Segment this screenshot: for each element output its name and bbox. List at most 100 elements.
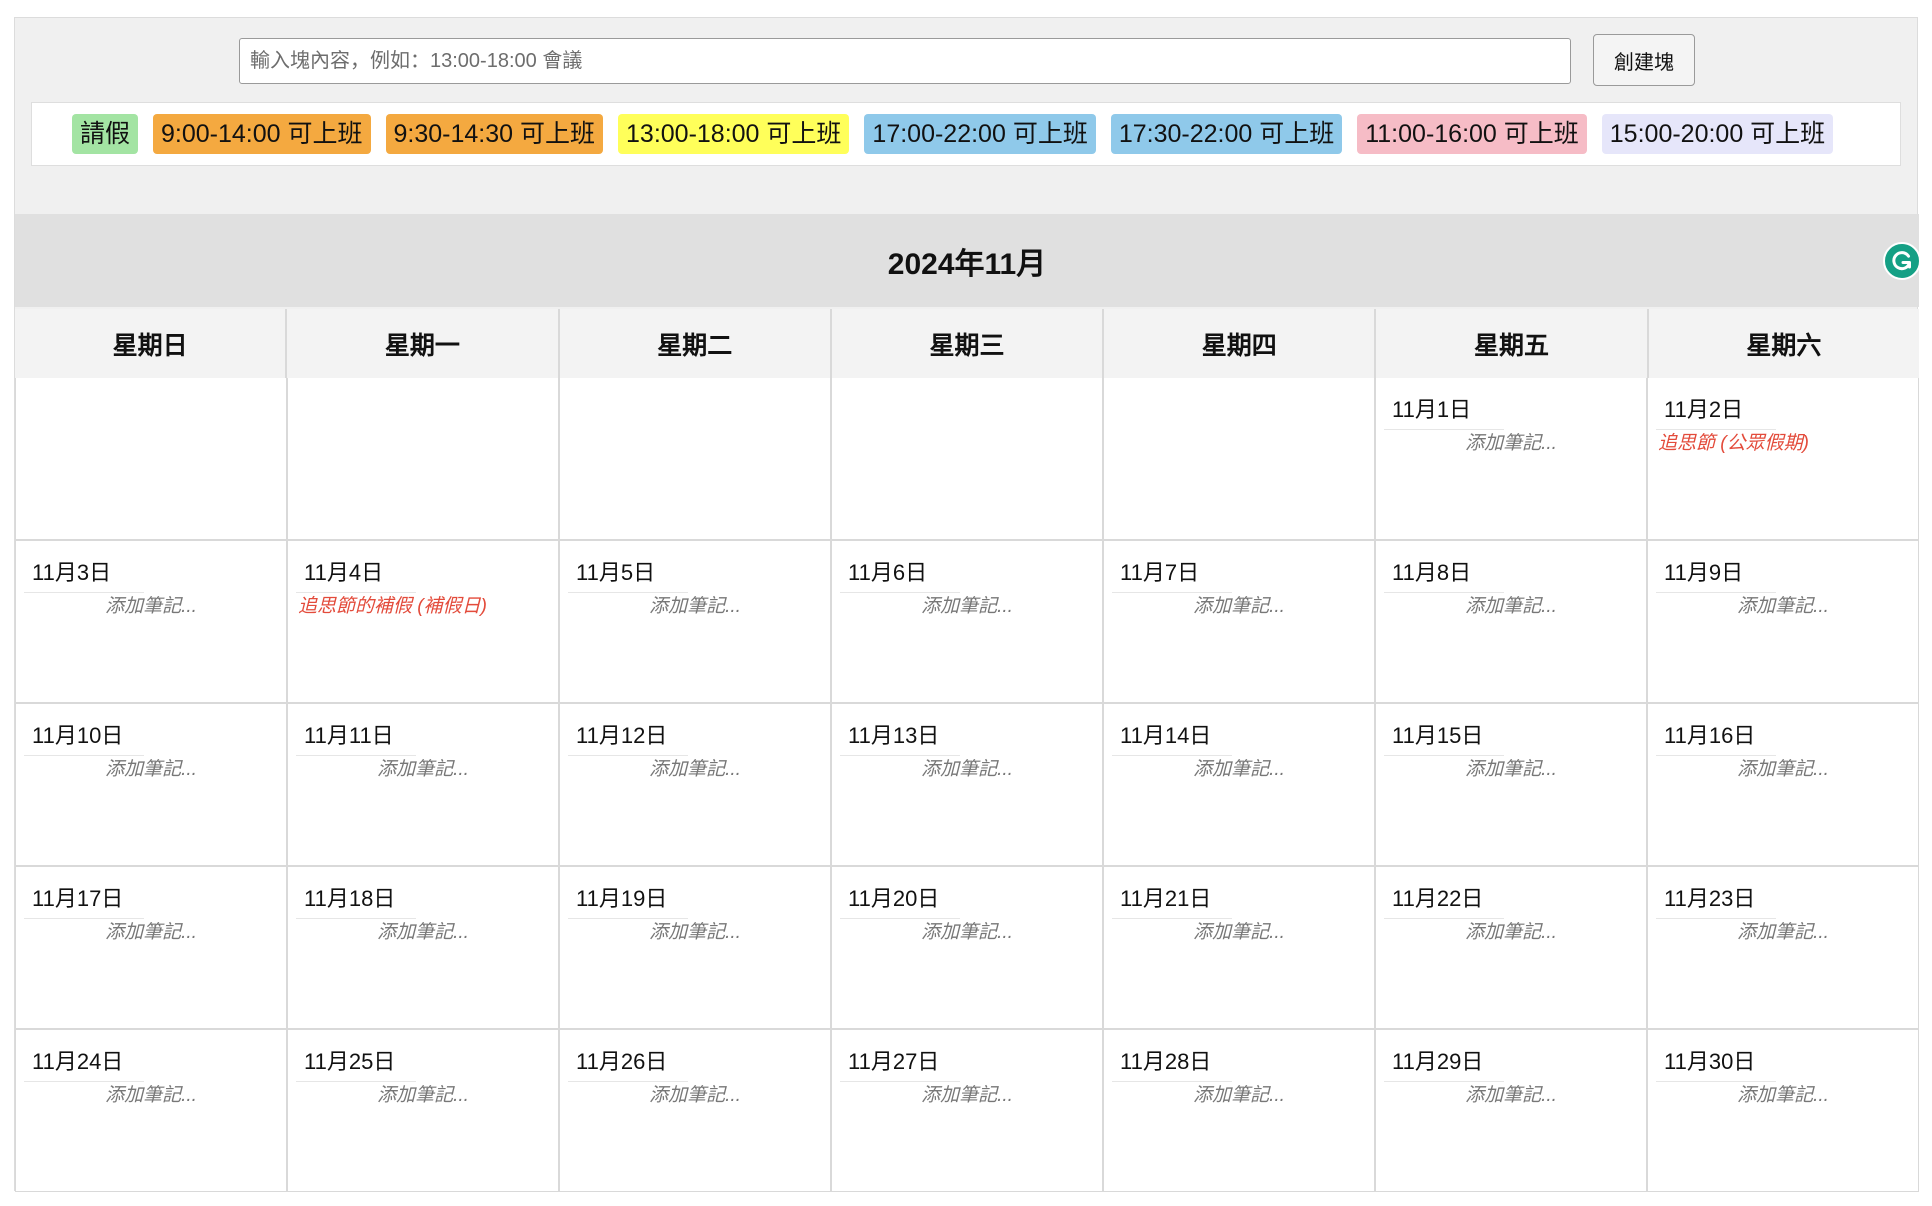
day-label: 11月29日 [1383, 1044, 1505, 1082]
day-label: 11月19日 [567, 881, 689, 919]
day-cell[interactable]: 11月16日 添加筆記... [1648, 704, 1918, 865]
day-cell[interactable]: 11月29日添加筆記... [1376, 1030, 1646, 1191]
add-note-field[interactable]: 添加筆記... [921, 922, 1013, 943]
add-note-field[interactable]: 添加筆記... [921, 1085, 1013, 1106]
day-label: 11月15日 [1383, 718, 1505, 756]
add-note-field[interactable]: 添加筆記... [1465, 922, 1557, 943]
day-label: 11月28日 [1111, 1044, 1233, 1082]
day-cell[interactable]: 11月13日添加筆記... [832, 704, 1102, 865]
add-note-field[interactable]: 添加筆記... [649, 759, 741, 780]
day-cell[interactable]: 11月25日 添加筆記... [288, 1030, 558, 1191]
add-note-field[interactable]: 添加筆記... [105, 1085, 197, 1106]
day-cell[interactable]: 11月6日添加筆記... [832, 541, 1102, 702]
day-cell[interactable]: 11月24日添加筆記... [16, 1030, 286, 1191]
weekday-header: 星期一 [287, 309, 558, 378]
day-label: 11月9日 [1655, 555, 1777, 593]
calendar-header: 2024年11月 [15, 214, 1921, 307]
add-note-field[interactable]: 添加筆記... [1193, 922, 1285, 943]
day-cell[interactable]: 11月2日 追思節 (公眾假期) [1648, 378, 1918, 539]
add-note-field[interactable]: 添加筆記... [1737, 922, 1829, 943]
day-cell[interactable]: 11月4日 追思節的補假 (補假日) [288, 541, 558, 702]
day-label: 11月10日 [23, 718, 145, 756]
day-cell[interactable]: 11月9日添加筆記... [1648, 541, 1918, 702]
day-cell[interactable]: 11月20日添加筆記... [832, 867, 1102, 1028]
day-label: 11月14日 [1111, 718, 1233, 756]
add-note-field[interactable]: 添加筆記... [105, 922, 197, 943]
add-note-field[interactable]: 添加筆記... [1193, 1085, 1285, 1106]
add-note-field[interactable]: 添加筆記... [1465, 1085, 1557, 1106]
create-block-button[interactable]: 創建塊 [1593, 34, 1695, 86]
day-cell[interactable]: 11月14日添加筆記... [1104, 704, 1374, 865]
day-cell[interactable]: 11月10日添加筆記... [16, 704, 286, 865]
add-note-field[interactable]: 添加筆記... [649, 1085, 741, 1106]
day-cell[interactable]: 11月22日 添加筆記... [1376, 867, 1646, 1028]
add-note-field[interactable]: 添加筆記... [1465, 759, 1557, 780]
day-label: 11月13日 [839, 718, 961, 756]
block-tag[interactable]: 13:00-18:00 可上班 [618, 114, 850, 154]
day-label: 11月26日 [567, 1044, 689, 1082]
day-cell[interactable]: 11月28日添加筆記... [1104, 1030, 1374, 1191]
day-cell[interactable]: 11月27日添加筆記... [832, 1030, 1102, 1191]
day-cell[interactable]: 11月12日添加筆記... [560, 704, 830, 865]
day-cell[interactable]: 11月8日 添加筆記... [1376, 541, 1646, 702]
add-note-field[interactable]: 添加筆記... [649, 922, 741, 943]
day-label: 11月18日 [295, 881, 417, 919]
block-tag[interactable]: 9:30-14:30 可上班 [385, 114, 604, 154]
day-cell[interactable]: 11月17日添加筆記... [16, 867, 286, 1028]
add-note-field[interactable]: 添加筆記... [1737, 596, 1829, 617]
day-cell[interactable]: 11月23日添加筆記... [1648, 867, 1918, 1028]
add-note-field[interactable]: 添加筆記... [1193, 759, 1285, 780]
add-note-field[interactable]: 添加筆記... [1193, 596, 1285, 617]
add-note-field[interactable]: 添加筆記... [1737, 1085, 1829, 1106]
block-tag[interactable]: 15:00-20:00 可上班 [1601, 114, 1834, 154]
add-note-field[interactable]: 添加筆記... [1465, 433, 1557, 454]
empty-day-cell [560, 378, 830, 539]
day-label: 11月2日 [1655, 392, 1777, 430]
block-tag[interactable]: 11:00-16:00 可上班 [1357, 114, 1587, 154]
day-label: 11月30日 [1655, 1044, 1777, 1082]
day-cell[interactable]: 11月15日添加筆記... [1376, 704, 1646, 865]
weekday-header: 星期三 [831, 309, 1103, 378]
empty-day-cell [16, 378, 286, 539]
block-tag[interactable]: 9:00-14:00 可上班 [153, 114, 371, 154]
day-cell[interactable]: 11月21日添加筆記... [1104, 867, 1374, 1028]
day-cell[interactable]: 11月30日添加筆記... [1648, 1030, 1918, 1191]
day-label: 11月23日 [1655, 881, 1777, 919]
day-label: 11月6日 [839, 555, 961, 593]
day-label: 11月21日 [1111, 881, 1233, 919]
day-label: 11月11日 [296, 718, 416, 756]
holiday-label: 追思節的補假 (補假日) [298, 596, 487, 617]
weekday-header-row: 星期日 星期一 星期二 星期三 星期四 星期五 星期六 [15, 309, 1919, 378]
day-label: 11月1日 [1383, 392, 1505, 430]
day-cell[interactable]: 11月3日 添加筆記... [16, 541, 286, 702]
add-note-field[interactable]: 添加筆記... [377, 922, 469, 943]
block-tag[interactable]: 請假 [72, 114, 139, 154]
day-cell[interactable]: 11月26日添加筆記... [560, 1030, 830, 1191]
block-tag[interactable]: 17:30-22:00 可上班 [1110, 114, 1343, 154]
day-label: 11月12日 [567, 718, 689, 756]
add-note-field[interactable]: 添加筆記... [105, 759, 197, 780]
day-cell[interactable]: 11月11日添加筆記... [288, 704, 558, 865]
grammarly-icon[interactable] [1883, 242, 1921, 280]
add-note-field[interactable]: 添加筆記... [377, 1085, 469, 1106]
add-note-field[interactable]: 添加筆記... [1737, 759, 1829, 780]
day-cell[interactable]: 11月18日添加筆記... [288, 867, 558, 1028]
day-label: 11月20日 [839, 881, 961, 919]
day-label: 11月24日 [23, 1044, 145, 1082]
add-note-field[interactable]: 添加筆記... [921, 759, 1013, 780]
day-label: 11月27日 [839, 1044, 961, 1082]
add-note-field[interactable]: 添加筆記... [377, 759, 469, 780]
add-note-field[interactable]: 添加筆記... [649, 596, 741, 617]
block-tag[interactable]: 17:00-22:00 可上班 [864, 114, 1096, 154]
weekday-header: 星期日 [15, 309, 286, 378]
day-cell[interactable]: 11月5日 添加筆記... [560, 541, 830, 702]
add-note-field[interactable]: 添加筆記... [105, 596, 197, 617]
day-label: 11月17日 [23, 881, 145, 919]
block-content-input[interactable] [239, 38, 1571, 84]
add-note-field[interactable]: 添加筆記... [1465, 596, 1557, 617]
empty-day-cell [1104, 378, 1374, 539]
add-note-field[interactable]: 添加筆記... [921, 596, 1013, 617]
day-cell[interactable]: 11月19日添加筆記... [560, 867, 830, 1028]
day-cell[interactable]: 11月7日 添加筆記... [1104, 541, 1374, 702]
day-cell[interactable]: 11月1日添加筆記... [1376, 378, 1646, 539]
